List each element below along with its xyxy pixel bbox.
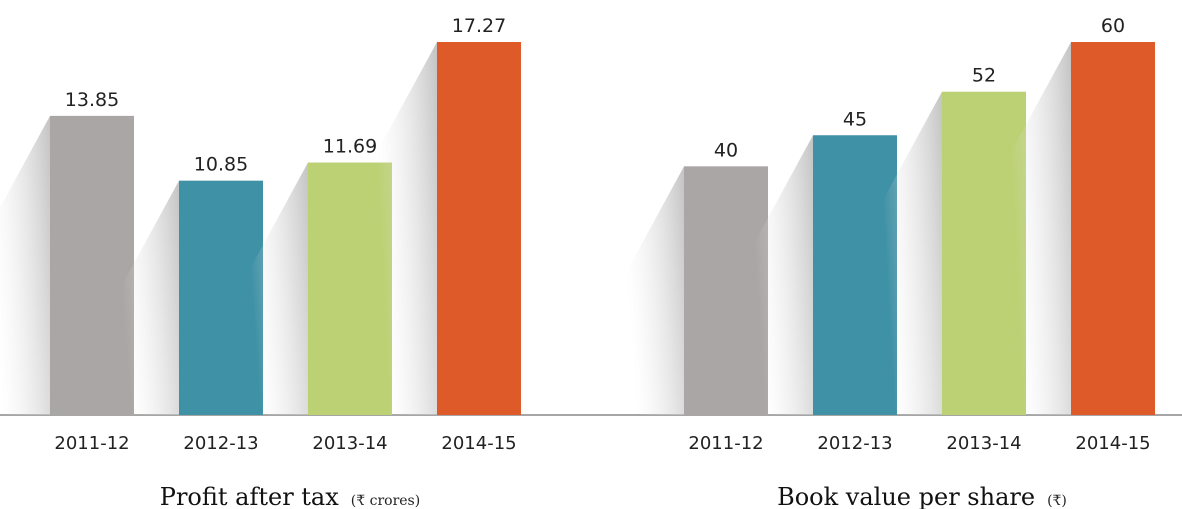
bar	[1071, 42, 1155, 415]
x-tick-label: 2013-14	[312, 433, 387, 454]
data-label: 52	[972, 65, 996, 87]
x-tick-label: 2012-13	[183, 433, 258, 454]
unit: (₹)	[1047, 493, 1067, 509]
x-tick-label: 2011-12	[54, 433, 129, 454]
data-label: 17.27	[452, 15, 506, 37]
data-label: 60	[1101, 15, 1125, 37]
data-label: 45	[843, 108, 867, 130]
title-text: Book value per share	[777, 483, 1035, 509]
unit: (₹ crores)	[351, 493, 420, 509]
title-text: Profit after tax	[160, 483, 339, 509]
x-tick-label: 2014-15	[441, 433, 516, 454]
x-tick-label: 2011-12	[688, 433, 763, 454]
data-label: 11.69	[323, 136, 377, 158]
bar-shadow	[624, 166, 684, 415]
data-label: 10.85	[194, 154, 248, 176]
bar	[437, 42, 521, 415]
bar-shadow	[119, 180, 179, 415]
bar-shadow	[377, 42, 437, 415]
bar-shadow	[753, 135, 813, 415]
bar-shadow	[882, 91, 942, 415]
x-tick-label: 2012-13	[817, 433, 892, 454]
x-tick-label: 2013-14	[946, 433, 1021, 454]
chart-title: Profit after tax (₹ crores)	[160, 483, 420, 509]
x-tick-label: 2014-15	[1075, 433, 1150, 454]
bar-shadow	[248, 162, 308, 415]
bar-shadow	[1011, 42, 1071, 415]
bar-shadow	[0, 115, 50, 415]
data-label: 40	[714, 139, 738, 161]
chart-title: Book value per share (₹)	[777, 483, 1067, 509]
data-label: 13.85	[65, 89, 119, 111]
